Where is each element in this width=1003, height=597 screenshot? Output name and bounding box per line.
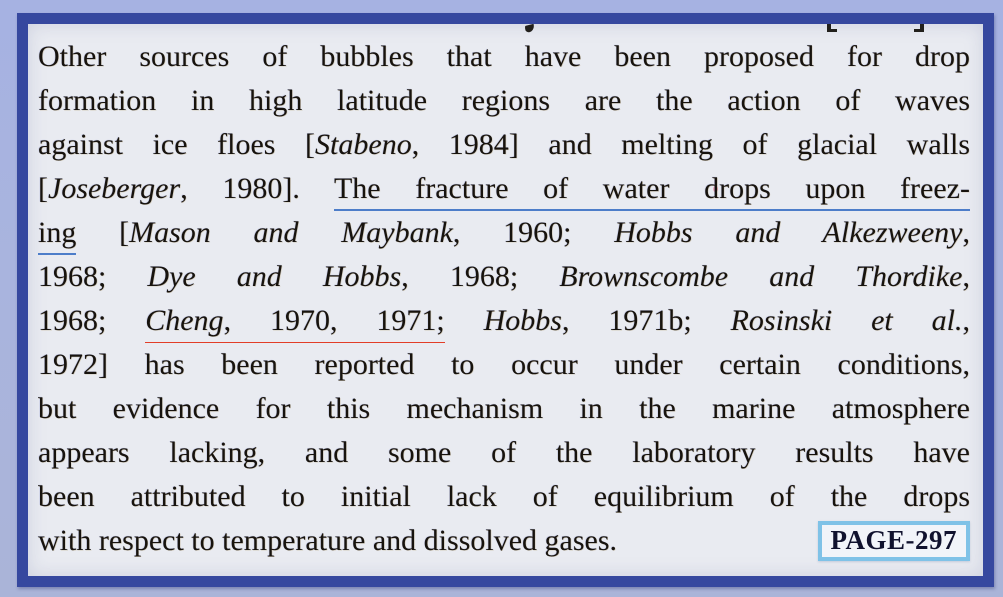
body-text: Other sources of bubbles that have been …: [38, 40, 970, 73]
red-underlined-text: , 1970, 1971;: [223, 304, 445, 343]
cutoff-bracket-right-fragment: [914, 24, 924, 32]
citation-text: Rosinski et al.: [730, 304, 963, 337]
body-text: , 1960;: [452, 216, 615, 249]
text-line: ing [Mason and Maybank, 1960; Hobbs and …: [38, 211, 970, 255]
body-text: 1968;: [38, 260, 148, 293]
body-text: , 1971b;: [561, 304, 731, 337]
text-line: with respect to temperature and dissolve…: [38, 519, 970, 563]
body-text: but evidence for this mechanism in the m…: [38, 392, 970, 425]
text-line: been attributed to initial lack of equil…: [38, 475, 970, 519]
body-text: [: [76, 216, 130, 249]
citation-text: Stabeno: [315, 128, 412, 161]
text-line: Other sources of bubbles that have been …: [38, 35, 970, 79]
page-frame: Other sources of bubbles that have been …: [17, 13, 994, 587]
page-number-badge: PAGE-297: [817, 521, 970, 561]
blue-underlined-text: ing: [38, 216, 77, 255]
body-text: been attributed to initial lack of equil…: [38, 480, 970, 513]
citation-text: Hobbs: [483, 304, 562, 337]
body-text: ,: [962, 260, 971, 293]
body-text: , 1980].: [180, 172, 334, 205]
body-text: with respect to temperature and dissolve…: [38, 524, 617, 557]
body-text: ,: [962, 216, 970, 249]
cutoff-bracket-left-fragment: [827, 24, 837, 32]
citation-text: Brownscombe and Thordike: [559, 260, 963, 293]
text-block: Other sources of bubbles that have been …: [28, 24, 983, 576]
body-text: [: [38, 172, 48, 205]
citation-text: Joseberger: [48, 172, 181, 205]
citation-text: Mason and Maybank: [129, 216, 453, 249]
body-text: , 1984] and melting of glacial walls: [411, 128, 970, 161]
text-line: formation in high latitude regions are t…: [38, 79, 970, 123]
citation-text: Dye and Hobbs: [147, 260, 402, 293]
text-line: 1968; Cheng, 1970, 1971; Hobbs, 1971b; R…: [38, 299, 970, 343]
citation-text: Hobbs and Alkezweeny: [614, 216, 963, 249]
text-line: 1972] has been reported to occur under c…: [38, 343, 970, 387]
red-underlined-text: Cheng: [145, 304, 224, 343]
text-line: [Joseberger, 1980]. The fracture of wate…: [38, 167, 970, 211]
body-text: 1972] has been reported to occur under c…: [38, 348, 970, 381]
body-text: 1968;: [38, 304, 146, 337]
text-line: against ice floes [Stabeno, 1984] and me…: [38, 123, 970, 167]
body-text: ,: [962, 304, 971, 337]
text-line: appears lacking, and some of the laborat…: [38, 431, 970, 475]
body-text: formation in high latitude regions are t…: [38, 84, 970, 117]
text-line: 1968; Dye and Hobbs, 1968; Brownscombe a…: [38, 255, 970, 299]
body-text: against ice floes [: [38, 128, 316, 161]
text-line: but evidence for this mechanism in the m…: [38, 387, 970, 431]
body-text: , 1968;: [401, 260, 560, 293]
scan-speck: [713, 186, 718, 192]
blue-underlined-text: The fracture of water drops upon freez-: [333, 172, 970, 211]
body-text: [445, 304, 484, 337]
body-text: appears lacking, and some of the laborat…: [38, 436, 970, 469]
